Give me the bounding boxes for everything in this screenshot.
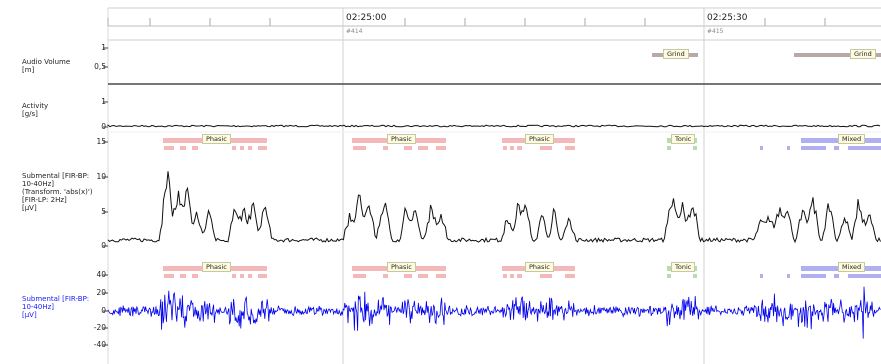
y-tick-label: -20 xyxy=(93,323,106,332)
epoch-label: #415 xyxy=(707,28,724,35)
phasic-event-segment xyxy=(540,274,552,278)
event-label-phasic[interactable]: Phasic xyxy=(525,134,554,144)
mixed-event-segment xyxy=(787,146,790,150)
mixed-event-segment xyxy=(834,146,839,150)
phasic-event-segment xyxy=(353,146,366,150)
phasic-event-segment xyxy=(404,274,412,278)
phasic-event-segment xyxy=(192,274,198,278)
epoch-label: #414 xyxy=(346,28,363,35)
y-tick-label: 0,5 xyxy=(94,62,106,71)
y-tick-label: 10 xyxy=(96,172,106,181)
mixed-event-segment xyxy=(834,274,839,278)
phasic-event-segment xyxy=(240,274,244,278)
event-label-grind[interactable]: Grind xyxy=(663,49,689,59)
phasic-event-segment xyxy=(418,274,428,278)
phasic-event-segment xyxy=(258,274,267,278)
phasic-event-segment xyxy=(258,146,267,150)
phasic-event-segment xyxy=(517,146,522,150)
y-tick-label: 0 xyxy=(101,306,106,315)
y-tick-label: 1 xyxy=(101,43,106,52)
event-label-phasic[interactable]: Phasic xyxy=(387,262,416,272)
phasic-event-segment xyxy=(418,146,428,150)
event-label-phasic[interactable]: Phasic xyxy=(525,262,554,272)
phasic-event-segment xyxy=(436,146,446,150)
y-tick-label: 40 xyxy=(96,270,106,279)
phasic-event-segment xyxy=(180,146,186,150)
y-axis-ticks xyxy=(103,47,108,346)
channel-label-audio: Audio Volume [m] xyxy=(22,58,71,74)
y-tick-label: 0 xyxy=(101,122,106,131)
time-label: 02:25:30 xyxy=(707,13,748,23)
grind-event-bar xyxy=(794,53,881,57)
mixed-event-segment xyxy=(801,146,826,150)
y-tick-label: 15 xyxy=(96,137,106,146)
y-tick-label: 20 xyxy=(96,288,106,297)
channel-label-emg-envelope: Submental [FIR-BP: 10-40Hz] (Transform. … xyxy=(22,172,93,212)
event-label-grind[interactable]: Grind xyxy=(850,49,876,59)
mixed-event-segment xyxy=(801,274,826,278)
phasic-event-segment xyxy=(192,146,198,150)
event-label-mixed[interactable]: Mixed xyxy=(838,134,866,144)
tonic-event-segment xyxy=(693,146,697,150)
phasic-event-segment xyxy=(404,146,412,150)
y-tick-label: 5 xyxy=(101,207,106,216)
phasic-event-segment xyxy=(180,274,186,278)
activity-trace xyxy=(107,124,881,128)
timeline-ticks xyxy=(107,18,826,26)
y-tick-label: 1 xyxy=(101,97,106,106)
y-tick-label: 0 xyxy=(101,241,106,250)
phasic-event-segment xyxy=(232,274,236,278)
phasic-event-segment xyxy=(164,274,174,278)
phasic-event-segment xyxy=(540,146,552,150)
event-label-phasic[interactable]: Phasic xyxy=(387,134,416,144)
phasic-event-segment xyxy=(240,146,244,150)
phasic-event-segment xyxy=(383,274,388,278)
phasic-event-segment xyxy=(510,274,514,278)
emg-envelope-trace xyxy=(107,171,881,244)
event-label-mixed[interactable]: Mixed xyxy=(838,262,866,272)
phasic-event-segment xyxy=(565,146,575,150)
mixed-event-segment xyxy=(848,146,881,150)
raw-event-track xyxy=(163,266,881,278)
emg-event-track xyxy=(163,138,881,150)
phasic-event-segment xyxy=(232,146,236,150)
event-label-phasic[interactable]: Phasic xyxy=(202,262,231,272)
time-label: 02:25:00 xyxy=(346,13,387,23)
tonic-event-segment xyxy=(667,146,671,150)
phasic-event-segment xyxy=(436,274,446,278)
tonic-event-segment xyxy=(693,274,697,278)
phasic-event-segment xyxy=(503,274,507,278)
phasic-event-segment xyxy=(164,146,174,150)
phasic-event-segment xyxy=(383,146,388,150)
phasic-event-segment xyxy=(565,274,575,278)
y-tick-label: -40 xyxy=(93,340,106,349)
event-label-phasic[interactable]: Phasic xyxy=(202,134,231,144)
mixed-event-segment xyxy=(848,274,881,278)
phasic-event-segment xyxy=(248,146,252,150)
channel-label-emg-raw: Submental [FIR-BP: 10-40Hz] [µV] xyxy=(22,295,90,319)
channel-label-activity: Activity [g/s] xyxy=(22,102,49,118)
emg-raw-trace xyxy=(107,286,881,339)
phasic-event-segment xyxy=(517,274,522,278)
phasic-event-segment xyxy=(353,274,366,278)
phasic-event-segment xyxy=(248,274,252,278)
mixed-event-segment xyxy=(760,274,763,278)
tonic-event-segment xyxy=(667,274,671,278)
phasic-event-segment xyxy=(510,146,514,150)
phasic-event-segment xyxy=(503,146,507,150)
mixed-event-segment xyxy=(787,274,790,278)
event-label-tonic[interactable]: Tonic xyxy=(671,134,696,144)
mixed-event-segment xyxy=(760,146,763,150)
event-label-tonic[interactable]: Tonic xyxy=(671,262,696,272)
